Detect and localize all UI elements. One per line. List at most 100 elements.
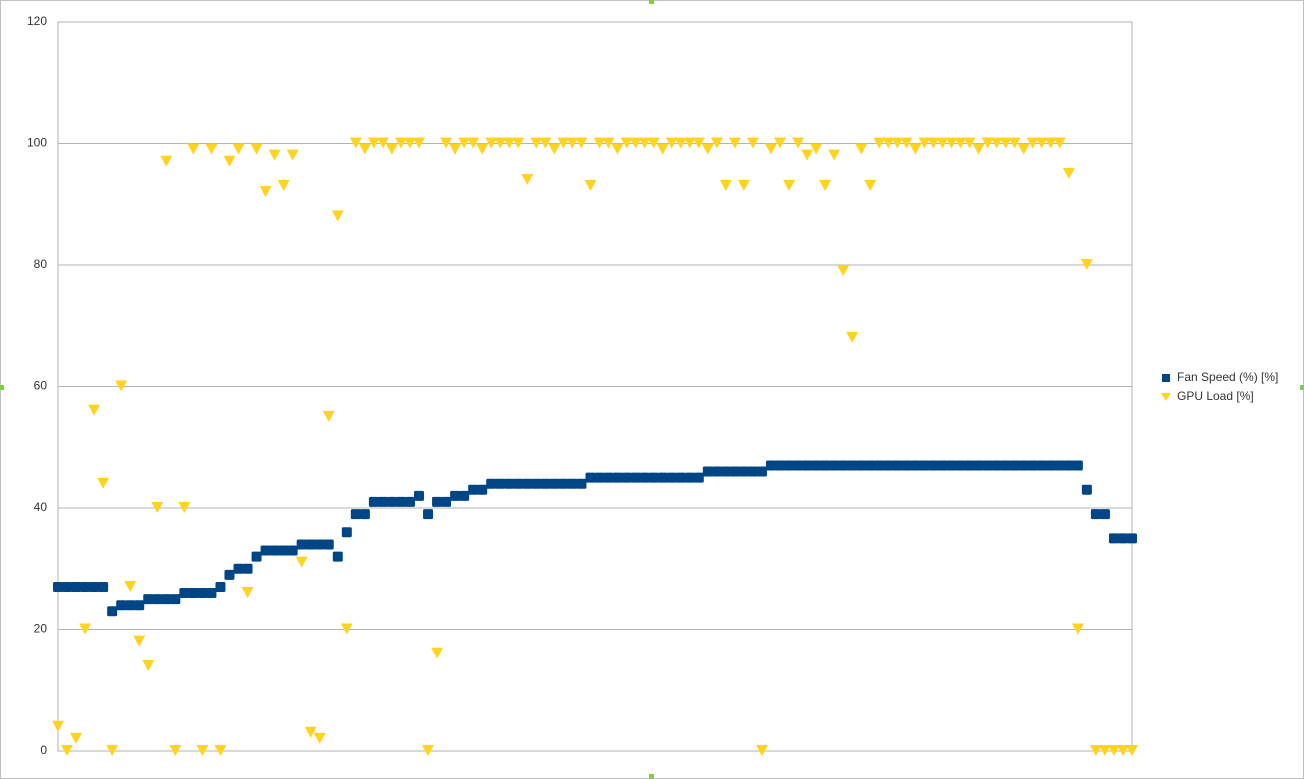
- point: [386, 496, 397, 507]
- point: [1116, 745, 1129, 756]
- point: [873, 137, 886, 149]
- point: [801, 149, 814, 161]
- point: [223, 155, 236, 167]
- point: [603, 472, 614, 483]
- point: [710, 137, 723, 149]
- point: [910, 460, 921, 471]
- point: [981, 137, 994, 149]
- point: [955, 460, 966, 471]
- point: [106, 745, 119, 756]
- point: [422, 745, 435, 756]
- point: [865, 460, 876, 471]
- point: [539, 137, 552, 149]
- point: [1090, 509, 1101, 520]
- point: [332, 551, 343, 562]
- point: [196, 745, 209, 756]
- point: [394, 137, 407, 149]
- handle: [649, 0, 654, 4]
- point: [477, 484, 488, 495]
- point: [883, 460, 894, 471]
- point: [684, 472, 695, 483]
- point: [919, 460, 930, 471]
- y-tick-label: 60: [34, 379, 48, 393]
- y-tick-label: 80: [34, 257, 48, 271]
- point: [1018, 460, 1029, 471]
- point: [540, 478, 551, 489]
- point: [802, 460, 813, 471]
- point: [142, 659, 155, 671]
- point: [990, 137, 1003, 149]
- point: [1127, 533, 1137, 544]
- point: [991, 460, 1002, 471]
- point: [170, 594, 181, 605]
- marks: [52, 137, 1138, 756]
- point: [972, 143, 985, 155]
- point: [377, 496, 388, 507]
- point: [124, 580, 137, 592]
- point: [349, 137, 362, 149]
- point: [630, 472, 641, 483]
- point: [612, 472, 623, 483]
- point: [729, 466, 740, 477]
- point: [1098, 745, 1111, 756]
- point: [702, 466, 713, 477]
- point: [107, 606, 118, 617]
- point: [125, 600, 136, 611]
- point: [152, 594, 163, 605]
- point: [512, 137, 525, 149]
- point: [495, 478, 506, 489]
- point: [305, 539, 316, 550]
- handle: [649, 774, 654, 779]
- point: [594, 472, 605, 483]
- point: [755, 745, 768, 756]
- y-tick-label: 100: [27, 136, 47, 150]
- point: [855, 143, 868, 155]
- point: [764, 143, 777, 155]
- point: [52, 720, 64, 732]
- handle: [1300, 385, 1304, 390]
- point: [856, 460, 867, 471]
- y-tick-label: 40: [34, 500, 48, 514]
- point: [116, 600, 127, 611]
- point: [450, 490, 461, 501]
- point: [909, 143, 922, 155]
- point: [1071, 623, 1084, 635]
- point: [98, 581, 109, 592]
- point: [287, 545, 298, 556]
- point: [61, 745, 74, 756]
- point: [70, 732, 83, 744]
- point: [485, 137, 498, 149]
- point: [250, 143, 263, 155]
- point: [1045, 460, 1056, 471]
- point: [143, 594, 154, 605]
- point: [322, 410, 335, 422]
- point: [476, 143, 489, 155]
- point: [503, 137, 516, 149]
- point: [648, 472, 659, 483]
- point: [241, 587, 254, 599]
- point: [486, 478, 497, 489]
- point: [557, 137, 570, 149]
- point: [449, 143, 462, 155]
- point: [927, 137, 940, 149]
- point: [585, 472, 596, 483]
- point: [819, 180, 832, 192]
- point: [756, 466, 767, 477]
- point: [169, 745, 182, 756]
- point: [1062, 167, 1075, 179]
- point: [1117, 533, 1128, 544]
- point: [331, 210, 344, 222]
- plot-border: [57, 21, 1133, 752]
- point: [467, 137, 480, 149]
- point: [151, 502, 164, 513]
- point: [268, 149, 281, 161]
- point: [621, 472, 632, 483]
- point: [647, 137, 660, 149]
- point: [692, 137, 705, 149]
- y-tick-label: 20: [34, 622, 48, 636]
- point: [999, 137, 1012, 149]
- point: [161, 594, 172, 605]
- point: [431, 647, 444, 659]
- point: [665, 137, 678, 149]
- point: [1080, 259, 1093, 270]
